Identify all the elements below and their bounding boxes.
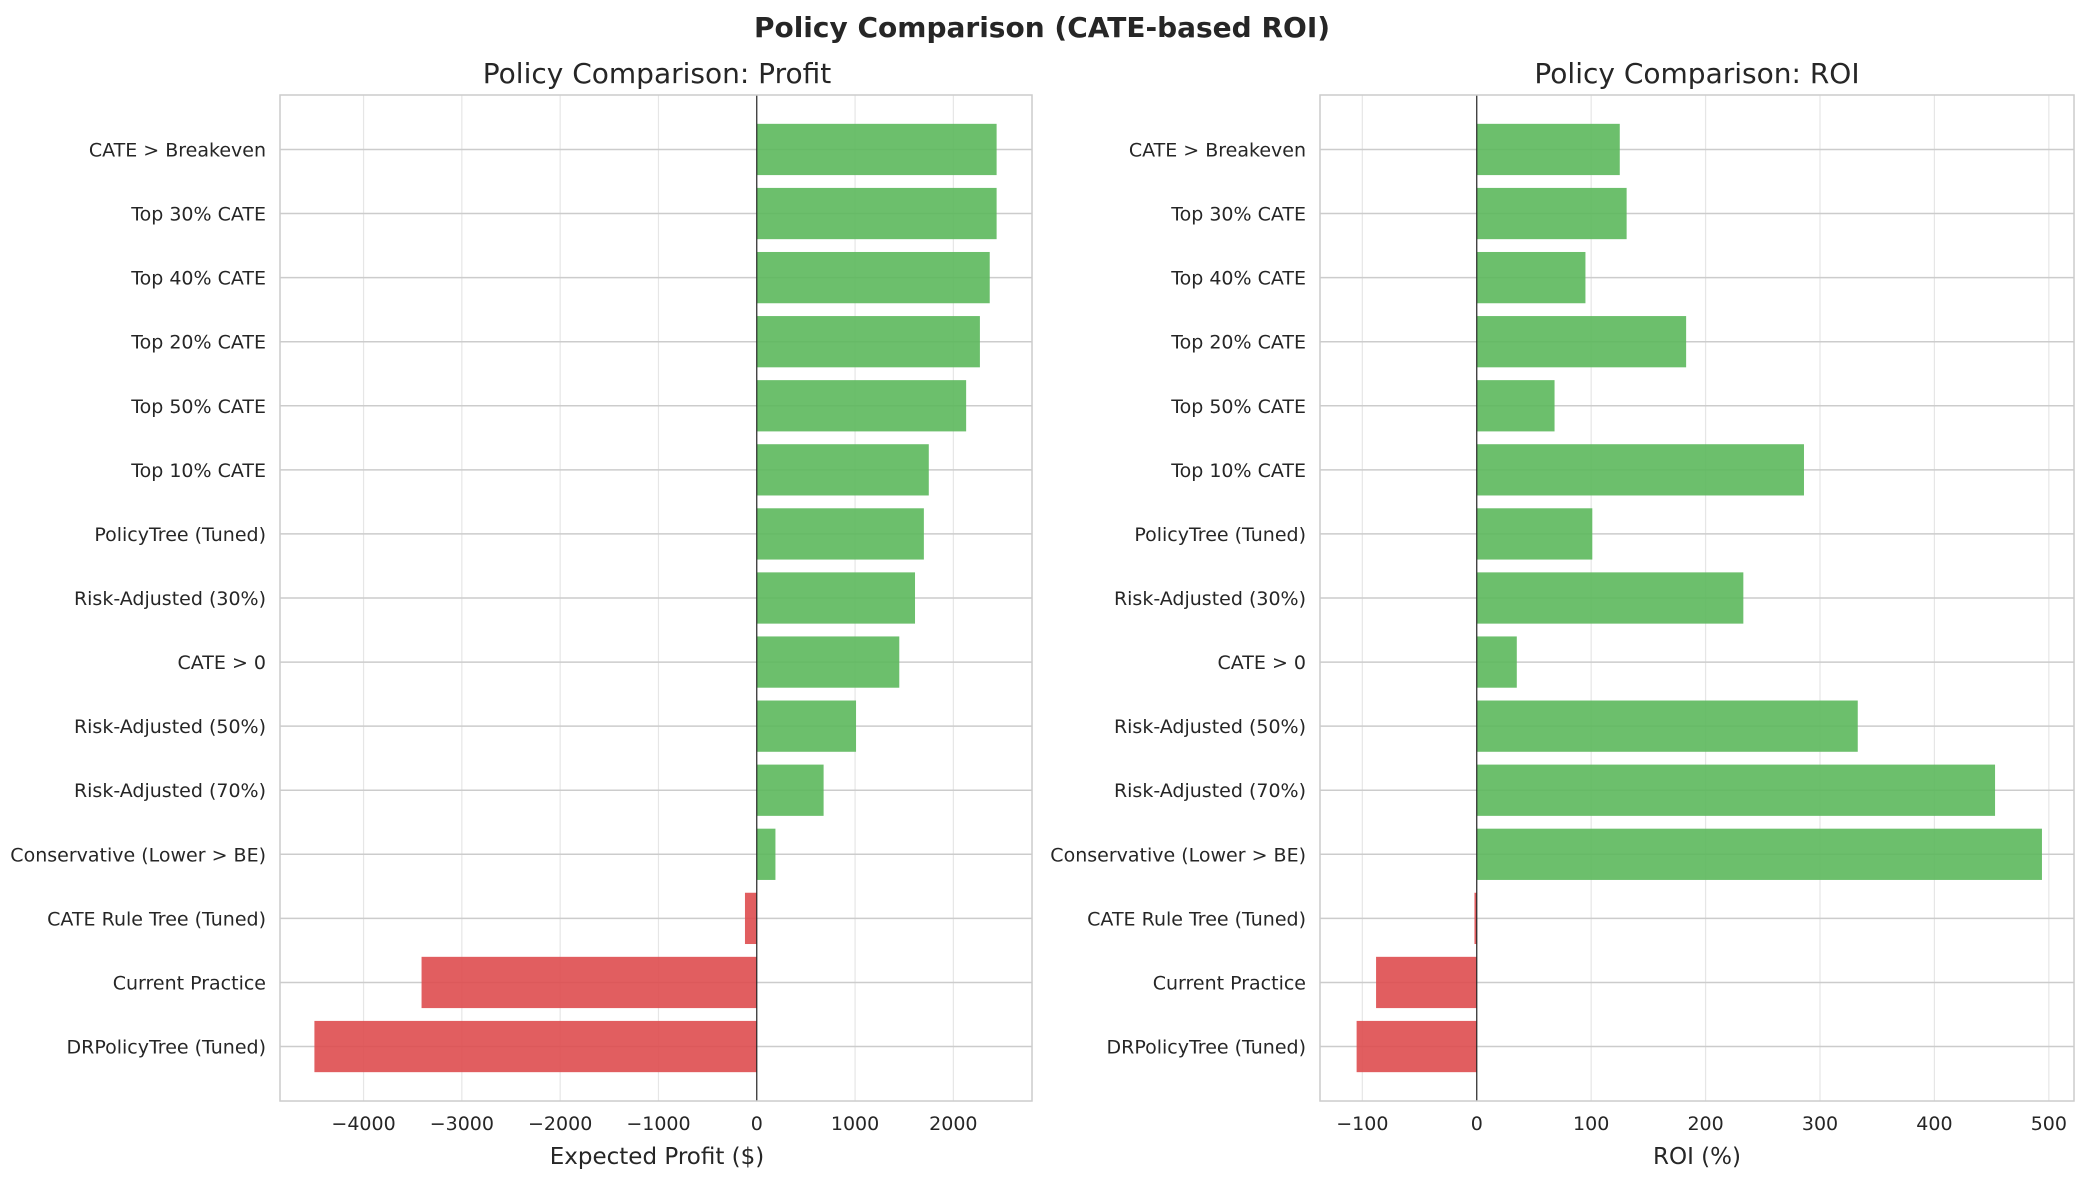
profit-bar [314, 1020, 757, 1073]
profit-x-tick-label: −2000 [528, 1113, 592, 1135]
roi-x-tick-label: 0 [1471, 1113, 1483, 1135]
roi-x-tick-label: 300 [1802, 1113, 1838, 1135]
roi-y-tick-label: CATE Rule Tree (Tuned) [1087, 908, 1306, 930]
roi-y-tick-label: Risk-Adjusted (50%) [1114, 716, 1306, 738]
profit-x-tick-label: −4000 [331, 1113, 395, 1135]
profit-x-tick-label: 1000 [831, 1113, 879, 1135]
roi-y-tick-label: PolicyTree (Tuned) [1134, 524, 1306, 546]
roi-bar [1356, 1020, 1477, 1073]
roi-y-tick-label: Top 40% CATE [1170, 268, 1306, 290]
profit-chart: Policy Comparison: Profit Expected Profi… [10, 57, 1033, 1170]
profit-bar [756, 636, 900, 688]
roi-bars [1356, 123, 2042, 1073]
roi-y-tick-label: Current Practice [1153, 972, 1306, 994]
roi-bar [1476, 444, 1804, 496]
roi-bar [1476, 187, 1627, 240]
profit-x-tick-labels: −4000 −3000 −2000 −1000 0 1000 2000 [331, 1113, 977, 1135]
profit-bars [314, 123, 997, 1073]
profit-bar [756, 700, 857, 752]
roi-x-axis-label: ROI (%) [1653, 1144, 1741, 1170]
roi-chart-title: Policy Comparison: ROI [1534, 57, 1859, 90]
profit-bar [756, 187, 997, 240]
profit-y-tick-label: Top 30% CATE [130, 204, 266, 226]
profit-bar [756, 123, 997, 176]
profit-chart-title: Policy Comparison: Profit [483, 57, 831, 90]
profit-x-tick-label: −1000 [626, 1113, 690, 1135]
roi-bar [1476, 828, 2042, 880]
profit-bar [756, 251, 990, 304]
profit-y-tick-label: CATE > Breakeven [89, 139, 266, 161]
roi-bar [1476, 700, 1858, 752]
roi-y-tick-labels: CATE > Breakeven Top 30% CATE Top 40% CATE… [1050, 139, 1306, 1058]
profit-bar [744, 892, 757, 945]
profit-y-tick-label: PolicyTree (Tuned) [94, 524, 266, 546]
profit-y-tick-labels: CATE > Breakeven Top 30% CATE Top 40% CATE… [10, 139, 266, 1058]
profit-plot-frame [279, 94, 1033, 1102]
profit-x-tick-label: −3000 [430, 1113, 494, 1135]
roi-y-tick-label: Top 50% CATE [1170, 396, 1306, 418]
profit-bar [756, 572, 916, 624]
profit-y-tick-label: Top 50% CATE [130, 396, 266, 418]
profit-bar [756, 316, 980, 368]
roi-y-tick-label: Top 20% CATE [1170, 332, 1306, 354]
profit-y-tick-label: Current Practice [113, 972, 266, 994]
profit-y-tick-label: Risk-Adjusted (30%) [74, 588, 266, 610]
profit-x-axis-label: Expected Profit ($) [550, 1144, 765, 1170]
roi-y-tick-label: Risk-Adjusted (70%) [1114, 780, 1306, 802]
roi-x-tick-label: 200 [1687, 1113, 1723, 1135]
profit-bar [756, 828, 776, 880]
roi-plot-frame [1319, 94, 2075, 1102]
roi-x-tick-labels: −100 0 100 200 300 400 500 [1336, 1113, 2067, 1135]
profit-y-tick-label: CATE Rule Tree (Tuned) [47, 908, 266, 930]
profit-y-tick-label: Top 40% CATE [130, 268, 266, 290]
profit-gridlines [280, 95, 1032, 1101]
profit-y-tick-label: Conservative (Lower > BE) [10, 844, 266, 866]
roi-x-tick-label: −100 [1336, 1113, 1388, 1135]
profit-bar [421, 956, 757, 1009]
roi-y-tick-label: CATE > Breakeven [1129, 139, 1306, 161]
roi-bar [1476, 380, 1555, 432]
roi-bar [1476, 508, 1593, 560]
figure-title: Policy Comparison (CATE-based ROI) [754, 11, 1330, 44]
roi-x-tick-label: 100 [1573, 1113, 1609, 1135]
profit-y-tick-label: Risk-Adjusted (50%) [74, 716, 266, 738]
roi-bar [1476, 316, 1687, 368]
roi-chart: Policy Comparison: ROI ROI (%) CATE > Br… [1050, 57, 2075, 1170]
profit-bar [756, 380, 967, 432]
roi-y-tick-label: Conservative (Lower > BE) [1050, 844, 1306, 866]
profit-y-tick-label: Risk-Adjusted (70%) [74, 780, 266, 802]
roi-bar [1474, 892, 1477, 945]
roi-bar [1476, 123, 1620, 176]
roi-bar [1376, 956, 1477, 1009]
roi-y-tick-label: Top 30% CATE [1170, 204, 1306, 226]
roi-bar [1476, 636, 1517, 688]
profit-x-tick-label: 0 [751, 1113, 763, 1135]
roi-y-tick-label: Risk-Adjusted (30%) [1114, 588, 1306, 610]
roi-y-tick-label: DRPolicyTree (Tuned) [1107, 1037, 1307, 1059]
roi-y-tick-label: CATE > 0 [1218, 652, 1307, 674]
profit-y-tick-label: Top 20% CATE [130, 332, 266, 354]
roi-x-tick-label: 500 [2031, 1113, 2067, 1135]
profit-y-tick-label: CATE > 0 [178, 652, 267, 674]
roi-x-tick-label: 400 [1916, 1113, 1952, 1135]
roi-bar [1476, 251, 1586, 304]
profit-bar [756, 444, 929, 496]
profit-y-tick-label: DRPolicyTree (Tuned) [67, 1037, 267, 1059]
roi-bar [1476, 572, 1744, 624]
profit-x-tick-label: 2000 [929, 1113, 977, 1135]
profit-bar [756, 508, 924, 560]
profit-bar [756, 764, 824, 816]
profit-y-tick-label: Top 10% CATE [130, 460, 266, 482]
roi-y-tick-label: Top 10% CATE [1170, 460, 1306, 482]
roi-bar [1476, 764, 1996, 816]
